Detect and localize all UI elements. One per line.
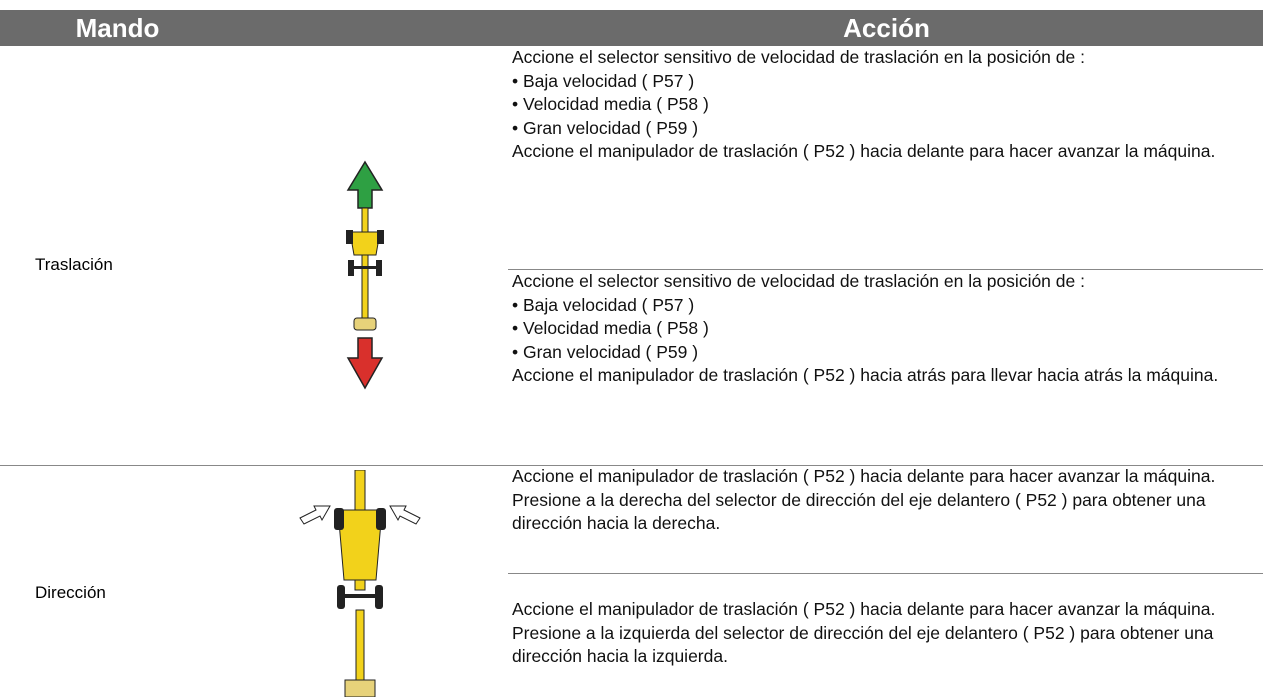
steering-icon (299, 470, 421, 697)
column-header: Mando (75, 13, 160, 43)
action-line: • Velocidad media ( P58 ) (512, 94, 709, 114)
travel-icon (346, 160, 384, 390)
header-bar (0, 10, 1263, 46)
action-line: • Baja velocidad ( P57 ) (512, 294, 695, 315)
action-cell: Accione el selector sensitivo de velocid… (512, 46, 1260, 164)
action-line: Accione el manipulador de traslación ( P… (512, 141, 1216, 161)
column-header: Acción (843, 13, 930, 43)
action-line: Accione el manipulador de traslación ( P… (512, 365, 1219, 385)
action-cell: Accione el manipulador de traslación ( P… (512, 598, 1260, 669)
row-label: Dirección (35, 583, 106, 602)
action-line: • Baja velocidad ( P57 ) (512, 70, 695, 91)
action-line: Accione el selector sensitivo de velocid… (512, 271, 1085, 291)
action-line: • Gran velocidad ( P59 ) (512, 341, 699, 362)
action-line: Accione el manipulador de traslación ( P… (512, 599, 1216, 666)
separator (508, 269, 1263, 270)
action-cell: Accione el manipulador de traslación ( P… (512, 465, 1260, 536)
action-line: Accione el selector sensitivo de velocid… (512, 47, 1085, 67)
action-line: Accione el manipulador de traslación ( P… (512, 466, 1216, 533)
action-line: • Gran velocidad ( P59 ) (512, 117, 699, 138)
row-label: Traslación (35, 255, 113, 274)
action-cell: Accione el selector sensitivo de velocid… (512, 270, 1260, 388)
separator (508, 573, 1263, 574)
action-line: • Velocidad media ( P58 ) (512, 318, 709, 338)
separator (0, 465, 1263, 466)
